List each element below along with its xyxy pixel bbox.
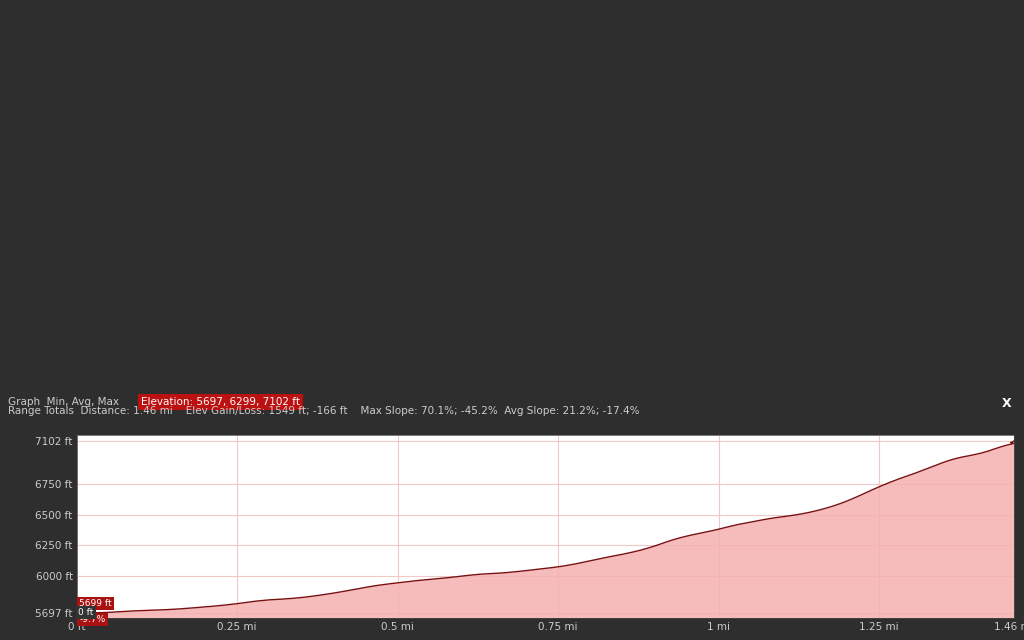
- Text: Elevation: 5697, 6299, 7102 ft: Elevation: 5697, 6299, 7102 ft: [141, 397, 300, 407]
- Text: Range Totals  Distance: 1.46 mi    Elev Gain/Loss: 1549 ft; -166 ft    Max Slope: Range Totals Distance: 1.46 mi Elev Gain…: [8, 406, 640, 416]
- Text: 0 ft: 0 ft: [78, 608, 93, 617]
- Text: -9.7%: -9.7%: [80, 615, 105, 624]
- Text: 5699 ft: 5699 ft: [80, 599, 112, 608]
- Text: Graph  Min, Avg, Max: Graph Min, Avg, Max: [8, 397, 126, 407]
- Text: X: X: [1002, 397, 1012, 410]
